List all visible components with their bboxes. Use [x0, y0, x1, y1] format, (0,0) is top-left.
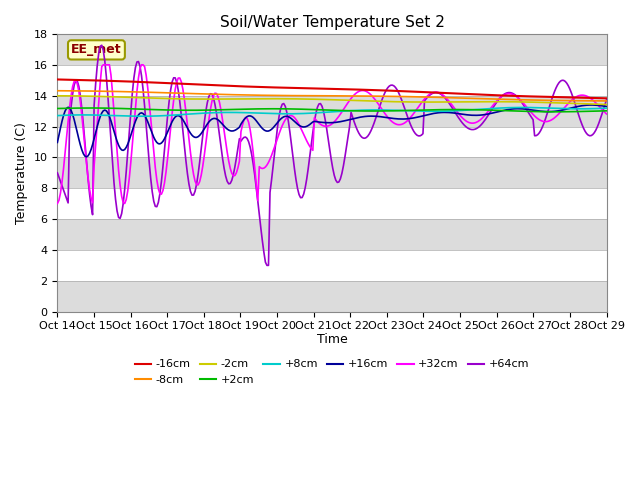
Title: Soil/Water Temperature Set 2: Soil/Water Temperature Set 2	[220, 15, 444, 30]
Text: EE_met: EE_met	[71, 43, 122, 56]
Y-axis label: Temperature (C): Temperature (C)	[15, 122, 28, 224]
Bar	[58, 96, 607, 127]
Bar	[58, 34, 607, 65]
Bar	[58, 281, 607, 312]
Legend: -16cm, -8cm, -2cm, +2cm, +8cm, +16cm, +32cm, +64cm: -16cm, -8cm, -2cm, +2cm, +8cm, +16cm, +3…	[131, 355, 534, 389]
X-axis label: Time: Time	[317, 333, 348, 346]
Bar	[58, 157, 607, 188]
Bar	[58, 219, 607, 250]
